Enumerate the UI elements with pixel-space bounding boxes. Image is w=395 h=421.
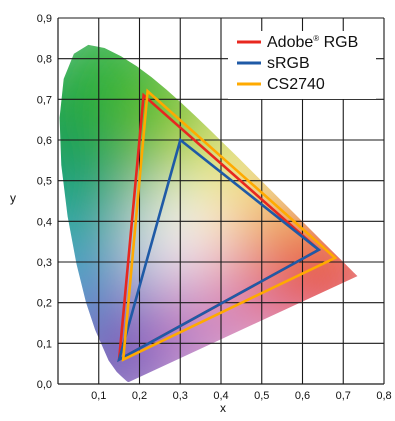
x-tick-label: 0,8 bbox=[376, 390, 391, 402]
gamut-triangle bbox=[121, 88, 338, 362]
y-tick-label: 0,5 bbox=[37, 176, 52, 188]
x-tick-label: 0,3 bbox=[173, 390, 188, 402]
y-axis-label: y bbox=[10, 191, 16, 205]
gamut-triangle bbox=[117, 137, 322, 363]
legend-label: sRGB bbox=[267, 55, 310, 72]
gamut-series bbox=[117, 88, 338, 363]
y-tick-label: 0,9 bbox=[37, 13, 52, 25]
x-tick-label: 0,5 bbox=[254, 390, 269, 402]
y-tick-label: 0,4 bbox=[37, 216, 52, 228]
y-tick-label: 0,6 bbox=[37, 135, 52, 147]
legend-label: CS2740 bbox=[267, 76, 325, 93]
x-tick-labels: 0,1 0,2 0,3 0,4 0,5 0,6 0,7 0,8 bbox=[91, 390, 392, 402]
x-tick-label: 0,7 bbox=[336, 390, 351, 402]
y-tick-label: 0,7 bbox=[37, 94, 52, 106]
gamut-color-blob bbox=[139, 213, 213, 287]
x-tick-label: 0,2 bbox=[132, 390, 147, 402]
x-axis-label: x bbox=[220, 401, 226, 415]
x-tick-label: 0,6 bbox=[295, 390, 310, 402]
y-tick-label: 0,8 bbox=[37, 54, 52, 66]
y-tick-label: 0,3 bbox=[37, 257, 52, 269]
y-tick-labels: 0,0 0,1 0,2 0,3 0,4 0,5 0,6 0,7 0,8 0,9 bbox=[37, 13, 52, 391]
y-tick-label: 0,1 bbox=[37, 338, 52, 350]
legend: Adobe® RGB sRGB CS2740 bbox=[228, 31, 376, 99]
x-tick-label: 0,1 bbox=[91, 390, 106, 402]
y-tick-label: 0,0 bbox=[37, 379, 52, 391]
y-tick-label: 0,2 bbox=[37, 298, 52, 310]
x-tick-label: 0,4 bbox=[213, 390, 228, 402]
legend-label: Adobe® RGB bbox=[267, 34, 358, 51]
